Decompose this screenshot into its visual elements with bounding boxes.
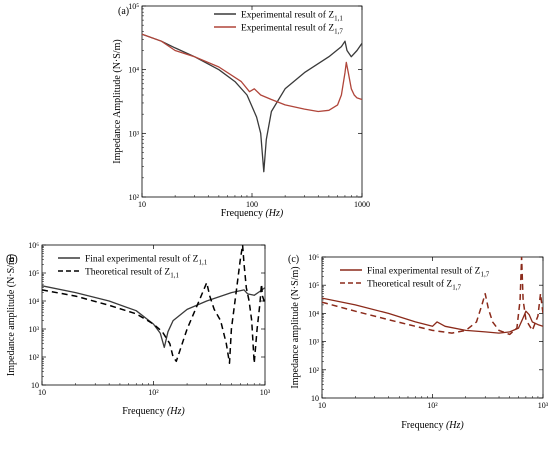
- legend-label: Experimental result of Z1,1: [241, 10, 343, 23]
- chart-panel-2: 10 10² 10³ 10 10² 10³ 10⁴ 10⁵ 10⁶ Frequency (Hz) I…: [288, 253, 549, 431]
- x-tick-label: 10: [138, 200, 146, 209]
- legend-label: Theoretical result of Z1,1: [85, 267, 179, 280]
- series-line-0: [142, 33, 362, 173]
- series-group: [142, 33, 362, 173]
- legend: Experimental result of Z1,1Experimental …: [214, 10, 343, 36]
- series-line-1: [322, 257, 543, 336]
- x-axis-unit: (Hz): [167, 406, 185, 417]
- legend-label: Experimental result of Z1,7: [241, 23, 343, 36]
- x-tick-label: 10²: [148, 388, 159, 397]
- y-tick-label: 10⁴: [28, 297, 39, 306]
- legend: Final experimental result of Z1,1Theoret…: [58, 254, 208, 280]
- legend-subscript: 1,1: [170, 272, 179, 280]
- y-tick-label: 10³: [309, 338, 320, 347]
- y-tick-label: 10⁶: [308, 253, 319, 262]
- chart-panel-1: 10 10² 10³ 10 10² 10³ 10⁴ 10⁵ 10⁶ Frequency (Hz) I…: [6, 241, 271, 417]
- y-tick-label: 10³: [129, 129, 140, 138]
- series-line-0: [42, 285, 265, 349]
- panel-label: (a): [118, 6, 129, 17]
- legend-label: Final experimental result of Z1,7: [367, 266, 490, 279]
- y-tick-label: 10⁶: [28, 241, 39, 250]
- legend-subscript: 1,1: [198, 259, 207, 267]
- y-tick-label: 10⁵: [28, 269, 39, 278]
- y-axis-label: Impedance amplitude (N·S/m): [6, 254, 17, 376]
- series-line-1: [42, 245, 265, 364]
- series-group: [322, 257, 543, 336]
- x-tick-label: 10: [318, 401, 326, 410]
- plot-frame: [41, 244, 266, 386]
- chart-panel-0: 10 100 1000 10² 10³ 10⁴ 10⁵ Frequency (Hz) Imped…: [112, 2, 370, 219]
- y-tick-label: 10²: [129, 193, 140, 202]
- y-tick-label: 10⁵: [128, 2, 139, 11]
- legend-label: Final experimental result of Z1,1: [85, 254, 208, 267]
- y-tick-label: 10: [311, 394, 319, 403]
- x-tick-label: 100: [246, 200, 258, 209]
- x-axis-label: Frequency (Hz): [401, 420, 464, 431]
- y-tick-label: 10⁴: [308, 309, 319, 318]
- x-tick-label: 10²: [427, 401, 438, 410]
- legend-subscript: 1,7: [480, 271, 489, 279]
- legend-label: Theoretical result of Z1,7: [367, 279, 461, 292]
- x-axis-unit: (Hz): [446, 420, 464, 431]
- x-axis-unit: (Hz): [265, 208, 283, 219]
- y-axis-label: Impedance amplitude (N·S/m): [290, 266, 301, 388]
- x-tick-label: 10³: [538, 401, 549, 410]
- legend-subscript: 1,7: [334, 28, 343, 36]
- y-tick-label: 10²: [29, 353, 40, 362]
- y-axis-label: Impedance Amplitude (N·S/m): [112, 39, 123, 163]
- series-line-1: [142, 33, 362, 113]
- x-tick-label: 10³: [260, 388, 271, 397]
- plot-frame: [141, 5, 363, 198]
- panel-label: (c): [288, 254, 299, 265]
- series-group: [42, 245, 265, 364]
- y-tick-label: 10³: [29, 325, 40, 334]
- legend: Final experimental result of Z1,7Theoret…: [340, 266, 490, 292]
- plot-frame: [321, 256, 544, 399]
- x-axis-label: Frequency (Hz): [221, 208, 284, 219]
- legend-subscript: 1,7: [452, 284, 461, 292]
- panel-label: (b): [6, 254, 18, 265]
- x-tick-label: 10: [38, 388, 46, 397]
- legend-subscript: 1,1: [334, 15, 343, 23]
- y-tick-label: 10²: [309, 366, 320, 375]
- y-tick-label: 10⁴: [128, 66, 139, 75]
- y-tick-label: 10: [31, 381, 39, 390]
- x-tick-label: 1000: [354, 200, 370, 209]
- series-line-0: [322, 297, 543, 334]
- x-axis-label: Frequency (Hz): [122, 406, 185, 417]
- y-tick-label: 10⁵: [308, 281, 319, 290]
